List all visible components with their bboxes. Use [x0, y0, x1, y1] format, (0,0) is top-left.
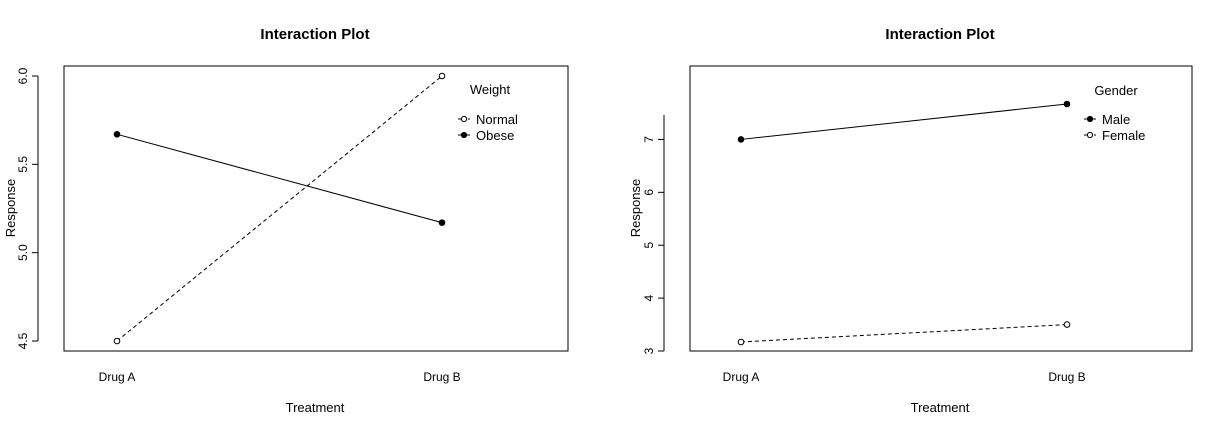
chart-right-point-male-drug-b	[1063, 100, 1071, 108]
chart-right-legend-title: Gender	[1094, 83, 1138, 98]
chart-right-legend-label-male: Male	[1102, 112, 1130, 127]
chart-right-y-label: Response	[628, 179, 643, 238]
chart-left-series-line-obese	[116, 133, 443, 224]
chart-left-legend-title: Weight	[470, 82, 511, 97]
chart-right-y-tick-label-6: 6	[642, 189, 656, 196]
chart-left-legend-marker-obese	[460, 131, 468, 139]
chart-left-legend-label-obese: Obese	[476, 128, 514, 143]
chart-right-y-tick-label-5: 5	[642, 242, 656, 249]
chart-right-x-tick-drug-a: Drug A	[723, 370, 760, 384]
chart-right-y-tick-label-4: 4	[642, 294, 656, 301]
chart-right-x-tick-drug-b: Drug B	[1048, 370, 1085, 384]
chart-left-point-normal-drug-b	[438, 72, 446, 80]
chart-left-point-obese-drug-b	[438, 219, 446, 226]
chart-right-y-tick-label-7: 7	[642, 136, 656, 143]
chart-left-x-label: Treatment	[286, 400, 345, 415]
chart-right-x-label: Treatment	[911, 400, 970, 415]
chart-right-plot-frame	[689, 65, 1193, 352]
chart-left-plot-frame	[63, 65, 569, 352]
chart-right-legend: Gender Male Female	[1084, 83, 1145, 143]
chart-right-legend-marker-male	[1086, 115, 1094, 123]
chart-left-point-obese-drug-a	[113, 131, 121, 138]
chart-left-series-line-normal	[116, 75, 443, 342]
chart-right-legend-marker-female	[1086, 131, 1094, 139]
chart-right: Interaction Plot 3 4 5 6 7 Response Drug A D…	[628, 26, 1193, 415]
chart-left-legend-label-normal: Normal	[476, 112, 518, 127]
chart-left-y-tick-label-5-0: 5.0	[16, 244, 30, 261]
chart-left-title: Interaction Plot	[260, 26, 369, 43]
chart-left-y-label: Response	[3, 179, 18, 238]
chart-right-y-ticks: 3 4 5 6 7	[642, 136, 664, 354]
chart-right-series	[737, 100, 1071, 346]
chart-left-x-tick-drug-b: Drug B	[423, 370, 460, 384]
chart-left: Interaction Plot 4.5 5.0 5.5 6.0 Response D…	[3, 26, 569, 415]
chart-left-x-tick-drug-a: Drug A	[99, 370, 136, 384]
chart-right-point-female-drug-a	[737, 338, 745, 346]
chart-left-y-tick-label-6-0: 6.0	[16, 67, 30, 84]
chart-left-legend-marker-normal	[460, 115, 468, 123]
chart-left-y-tick-label-5-5: 5.5	[16, 156, 30, 173]
chart-left-series	[113, 72, 446, 345]
chart-right-series-line-female	[740, 324, 1068, 343]
chart-right-y-tick-label-3: 3	[642, 347, 656, 354]
chart-left-point-normal-drug-a	[113, 337, 121, 345]
chart-right-point-male-drug-a	[737, 136, 745, 143]
chart-right-title: Interaction Plot	[885, 26, 994, 43]
chart-right-point-female-drug-b	[1063, 321, 1071, 328]
chart-left-legend: Weight Normal Obese	[458, 82, 518, 143]
chart-left-y-ticks: 4.5 5.0 5.5 6.0	[16, 67, 38, 349]
chart-right-series-line-male	[740, 103, 1068, 140]
chart-left-y-tick-label-4-5: 4.5	[16, 332, 30, 349]
chart-right-legend-label-female: Female	[1102, 128, 1145, 143]
